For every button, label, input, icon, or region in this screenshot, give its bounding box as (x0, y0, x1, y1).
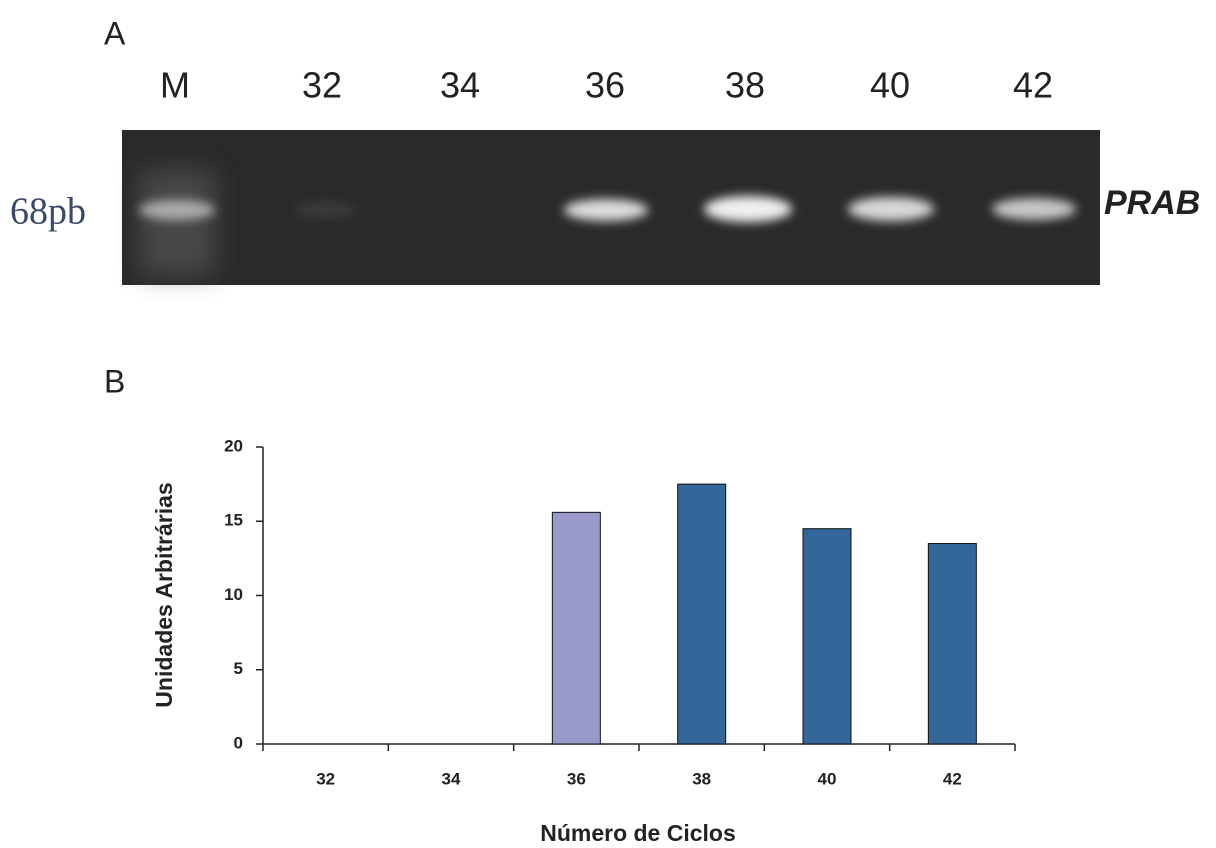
lane-label: 34 (440, 65, 480, 106)
y-tick-label: 15 (224, 511, 243, 530)
lane-label: 38 (725, 65, 765, 106)
y-tick-label: 0 (234, 733, 243, 752)
x-tick-label: 42 (943, 769, 962, 788)
gene-label: PRAB (1104, 184, 1200, 222)
panel-label: A (104, 15, 126, 51)
y-tick-label: 20 (224, 436, 243, 455)
y-tick-label: 5 (234, 659, 243, 678)
bar (803, 529, 851, 744)
lane-label: 40 (870, 65, 910, 106)
size-label: 68pb (10, 191, 86, 233)
x-tick-label: 40 (818, 769, 837, 788)
panel-label: B (104, 363, 125, 399)
lane-label: M (160, 65, 190, 106)
x-tick-label: 32 (316, 769, 335, 788)
lane-label: 32 (302, 65, 342, 106)
lane-label: 42 (1013, 65, 1053, 106)
y-tick-label: 10 (224, 585, 243, 604)
x-axis-title: Número de Ciclos (540, 820, 736, 846)
x-tick-label: 38 (692, 769, 711, 788)
x-tick-label: 36 (567, 769, 586, 788)
lane-labels: M 32 34 36 38 40 42 (160, 65, 1053, 106)
bar (552, 512, 600, 744)
y-axis-title: Unidades Arbitrárias (151, 482, 177, 707)
x-tick-label: 34 (442, 769, 461, 788)
figure: A M 32 34 36 38 40 42 68pb PRAB B Número de Ci… (0, 0, 1216, 848)
lane-label: 36 (585, 65, 625, 106)
bar (678, 484, 726, 744)
page: A M 32 34 36 38 40 42 68pb PRAB B Número de Ci… (0, 0, 1216, 848)
bar (928, 544, 976, 744)
